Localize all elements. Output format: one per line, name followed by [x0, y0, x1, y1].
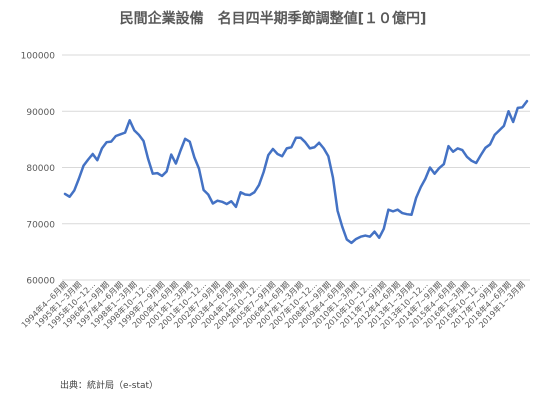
y-tick-label: 100000 [21, 52, 56, 62]
chart-title: 民間企業設備 名目四半期季節調整値[１０億円] [119, 11, 427, 27]
y-tick-label: 70000 [26, 220, 55, 230]
series-line [63, 99, 529, 245]
y-tick-label: 80000 [26, 164, 55, 174]
y-tick-label: 90000 [26, 108, 55, 118]
source-note: 出典：統計局（e-stat） [60, 381, 159, 391]
y-tick-label: 60000 [26, 277, 55, 287]
